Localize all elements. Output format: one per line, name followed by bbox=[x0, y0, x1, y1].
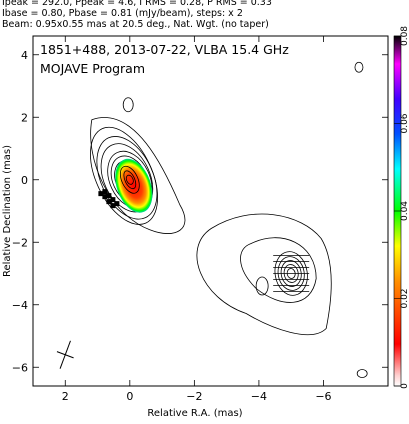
colorbar-tick-label: 0 bbox=[400, 383, 409, 389]
x-tick-label: −6 bbox=[315, 390, 331, 403]
core-black-pixel bbox=[102, 189, 108, 195]
jet-side-blob-contour bbox=[255, 276, 269, 296]
jet-knot-contour bbox=[286, 268, 296, 279]
jet-knot-contour bbox=[280, 260, 302, 287]
jet-knot-contour bbox=[283, 264, 299, 283]
core-black-pixel bbox=[106, 193, 112, 199]
y-tick-label: −4 bbox=[12, 299, 28, 312]
core-outer-contour bbox=[90, 117, 186, 234]
jet-knot-contour bbox=[274, 251, 308, 296]
core-inner-contour bbox=[123, 170, 137, 190]
north-blob-contour bbox=[122, 97, 134, 113]
y-tick-label: 2 bbox=[21, 111, 28, 124]
core-inner-contour bbox=[119, 165, 140, 194]
chart-subtitle: MOJAVE Program bbox=[40, 61, 145, 76]
x-tick-label: −2 bbox=[186, 390, 202, 403]
plot-frame bbox=[32, 35, 389, 387]
core-black-pixel bbox=[114, 201, 120, 207]
beam-minor-axis bbox=[56, 351, 74, 359]
core-black-pixel bbox=[98, 191, 104, 197]
x-tick-label: 2 bbox=[62, 390, 69, 403]
colorbar-tick-label: 0.02 bbox=[400, 288, 409, 308]
x-tick-label: −4 bbox=[251, 390, 267, 403]
core-black-pixel bbox=[102, 194, 108, 200]
core-contour bbox=[96, 136, 158, 220]
y-tick-label: 4 bbox=[21, 49, 28, 62]
core-black-pixel bbox=[110, 197, 116, 203]
y-tick-label: −6 bbox=[12, 361, 28, 374]
y-tick-label: 0 bbox=[21, 174, 28, 187]
colorbar-tick-label: 0.06 bbox=[400, 113, 409, 133]
edge-blob-contour bbox=[354, 61, 364, 73]
jet-mid-contour bbox=[240, 237, 317, 303]
core-black-pixel bbox=[106, 199, 112, 205]
core-black-pixel bbox=[110, 203, 116, 209]
x-axis-label: Relative R.A. (mas) bbox=[147, 408, 242, 419]
jet-knot-contour bbox=[277, 256, 305, 291]
y-tick-label: −2 bbox=[12, 236, 28, 249]
header-line-1: Ipeak = 292.0, Ppeak = 4.6, I RMS = 0.28… bbox=[2, 0, 272, 8]
core-inner-contour bbox=[125, 174, 134, 185]
header-line-2: Ibase = 0.80, Pbase = 0.81 (mJy/beam), s… bbox=[2, 8, 243, 19]
colorbar-tick-label: 0.08 bbox=[400, 26, 409, 46]
header-line-3: Beam: 0.95x0.55 mas at 20.5 deg., Nat. W… bbox=[2, 19, 269, 30]
jet-outer-contour bbox=[196, 213, 332, 336]
chart-title: 1851+488, 2013-07-22, VLBA 15.4 GHz bbox=[40, 42, 289, 57]
colorbar-tick-label: 0.04 bbox=[400, 201, 409, 221]
edge-blob-contour bbox=[356, 369, 368, 378]
y-axis-label: Relative Declination (mas) bbox=[2, 145, 13, 277]
x-tick-label: 0 bbox=[126, 390, 133, 403]
